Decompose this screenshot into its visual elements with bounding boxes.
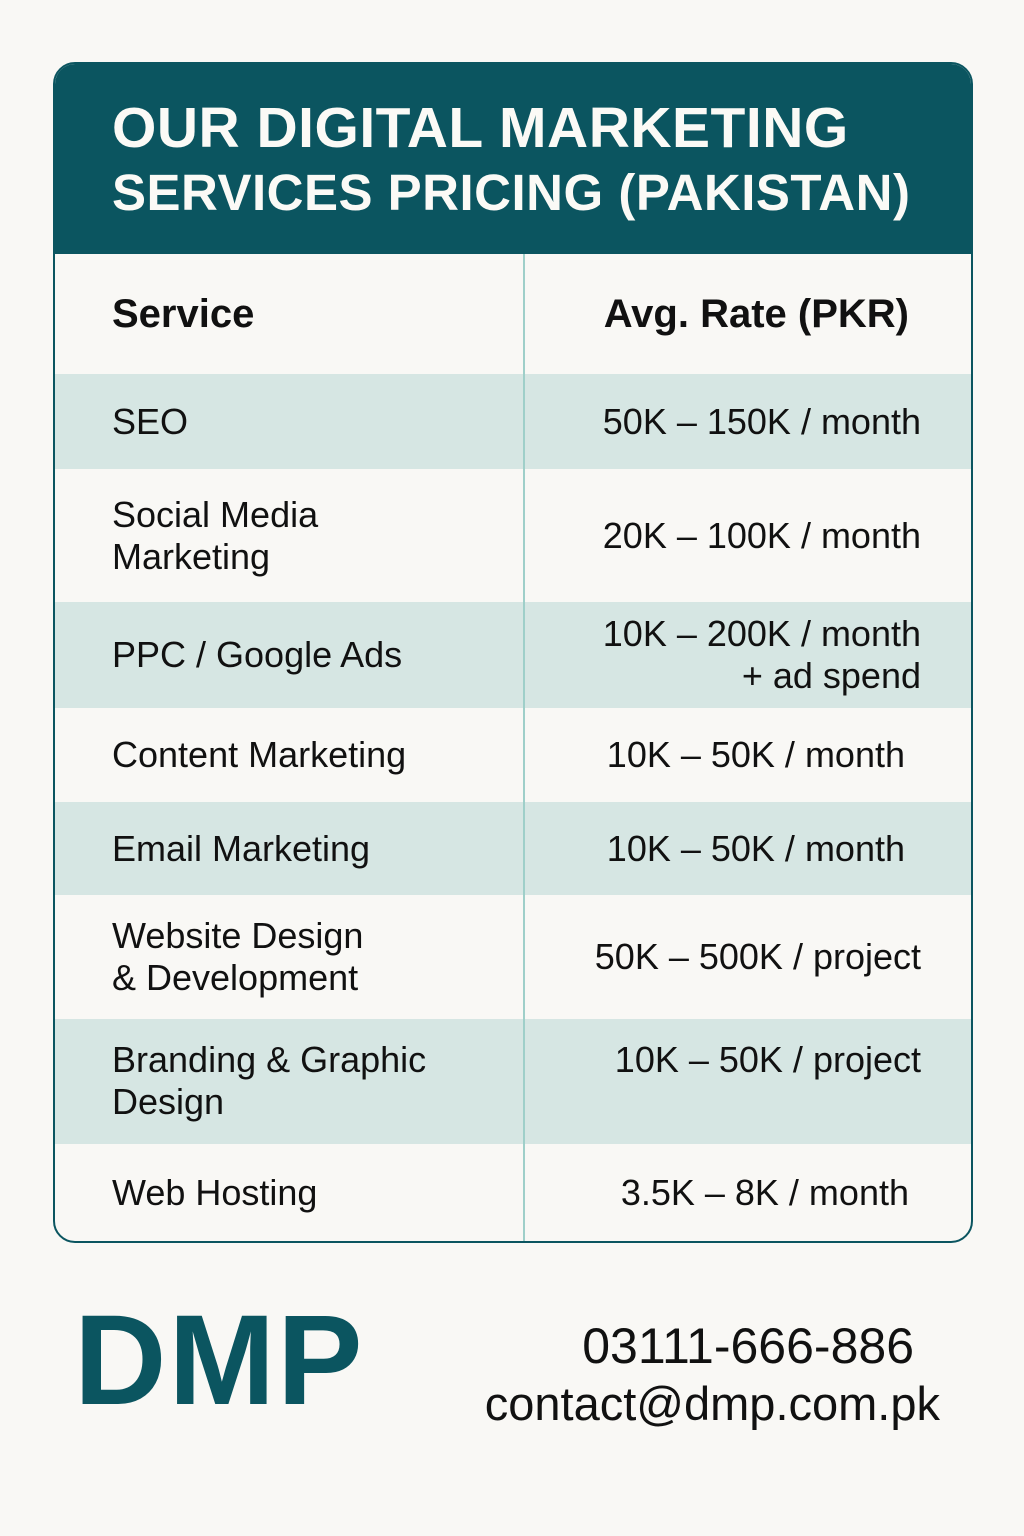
column-divider bbox=[523, 254, 525, 1241]
service-name: PPC / Google Ads bbox=[112, 634, 403, 675]
service-rate: 10K – 200K / month + ad spend bbox=[602, 613, 921, 696]
table-row: Website Design & Development 50K – 500K … bbox=[55, 895, 971, 1019]
service-name: Email Marketing bbox=[112, 827, 371, 869]
table-row: PPC / Google Ads 10K – 200K / month + ad… bbox=[55, 602, 971, 708]
card-header: OUR DIGITAL MARKETING SERVICES PRICING (… bbox=[55, 64, 971, 254]
table-row: Web Hosting 3.5K – 8K / month bbox=[55, 1144, 971, 1241]
table-row: Branding & Graphic Design 10K – 50K / pr… bbox=[55, 1019, 971, 1144]
service-name: Social Media Marketing bbox=[112, 493, 319, 577]
table-row: SEO 50K – 150K / month bbox=[55, 374, 971, 469]
table-row: Content Marketing 10K – 50K / month bbox=[55, 708, 971, 802]
service-rate: 20K – 100K / month bbox=[602, 514, 921, 556]
dmp-logo: DMP bbox=[74, 1289, 365, 1432]
service-name: Content Marketing bbox=[112, 734, 407, 775]
title-line-1: OUR DIGITAL MARKETING bbox=[112, 96, 849, 160]
table-header-row: Service Avg. Rate (PKR) bbox=[55, 254, 971, 374]
service-name: Website Design & Development bbox=[112, 915, 364, 998]
table-row: Email Marketing 10K – 50K / month bbox=[55, 802, 971, 895]
pricing-card: OUR DIGITAL MARKETING SERVICES PRICING (… bbox=[53, 62, 973, 1243]
phone-number: 03111-666-886 bbox=[582, 1318, 914, 1374]
service-rate: 10K – 50K / project bbox=[614, 1039, 921, 1080]
table-row: Social Media Marketing 20K – 100K / mont… bbox=[55, 469, 971, 602]
service-name: SEO bbox=[112, 400, 189, 442]
service-rate: 10K – 50K / month bbox=[606, 734, 905, 775]
column-header-service: Service bbox=[112, 292, 255, 336]
service-rate: 10K – 50K / month bbox=[606, 827, 905, 869]
column-header-rate: Avg. Rate (PKR) bbox=[603, 292, 909, 336]
email-address: contact@dmp.com.pk bbox=[484, 1377, 940, 1430]
service-name: Web Hosting bbox=[112, 1171, 318, 1213]
title-line-2: SERVICES PRICING (PAKISTAN) bbox=[112, 164, 911, 221]
service-rate: 50K – 500K / project bbox=[594, 936, 921, 977]
service-rate: 3.5K – 8K / month bbox=[620, 1171, 909, 1213]
service-name: Branding & Graphic Design bbox=[112, 1039, 427, 1122]
service-rate: 50K – 150K / month bbox=[602, 400, 921, 442]
contact-info: 03111-666-886 contact@dmp.com.pk bbox=[485, 1318, 940, 1434]
